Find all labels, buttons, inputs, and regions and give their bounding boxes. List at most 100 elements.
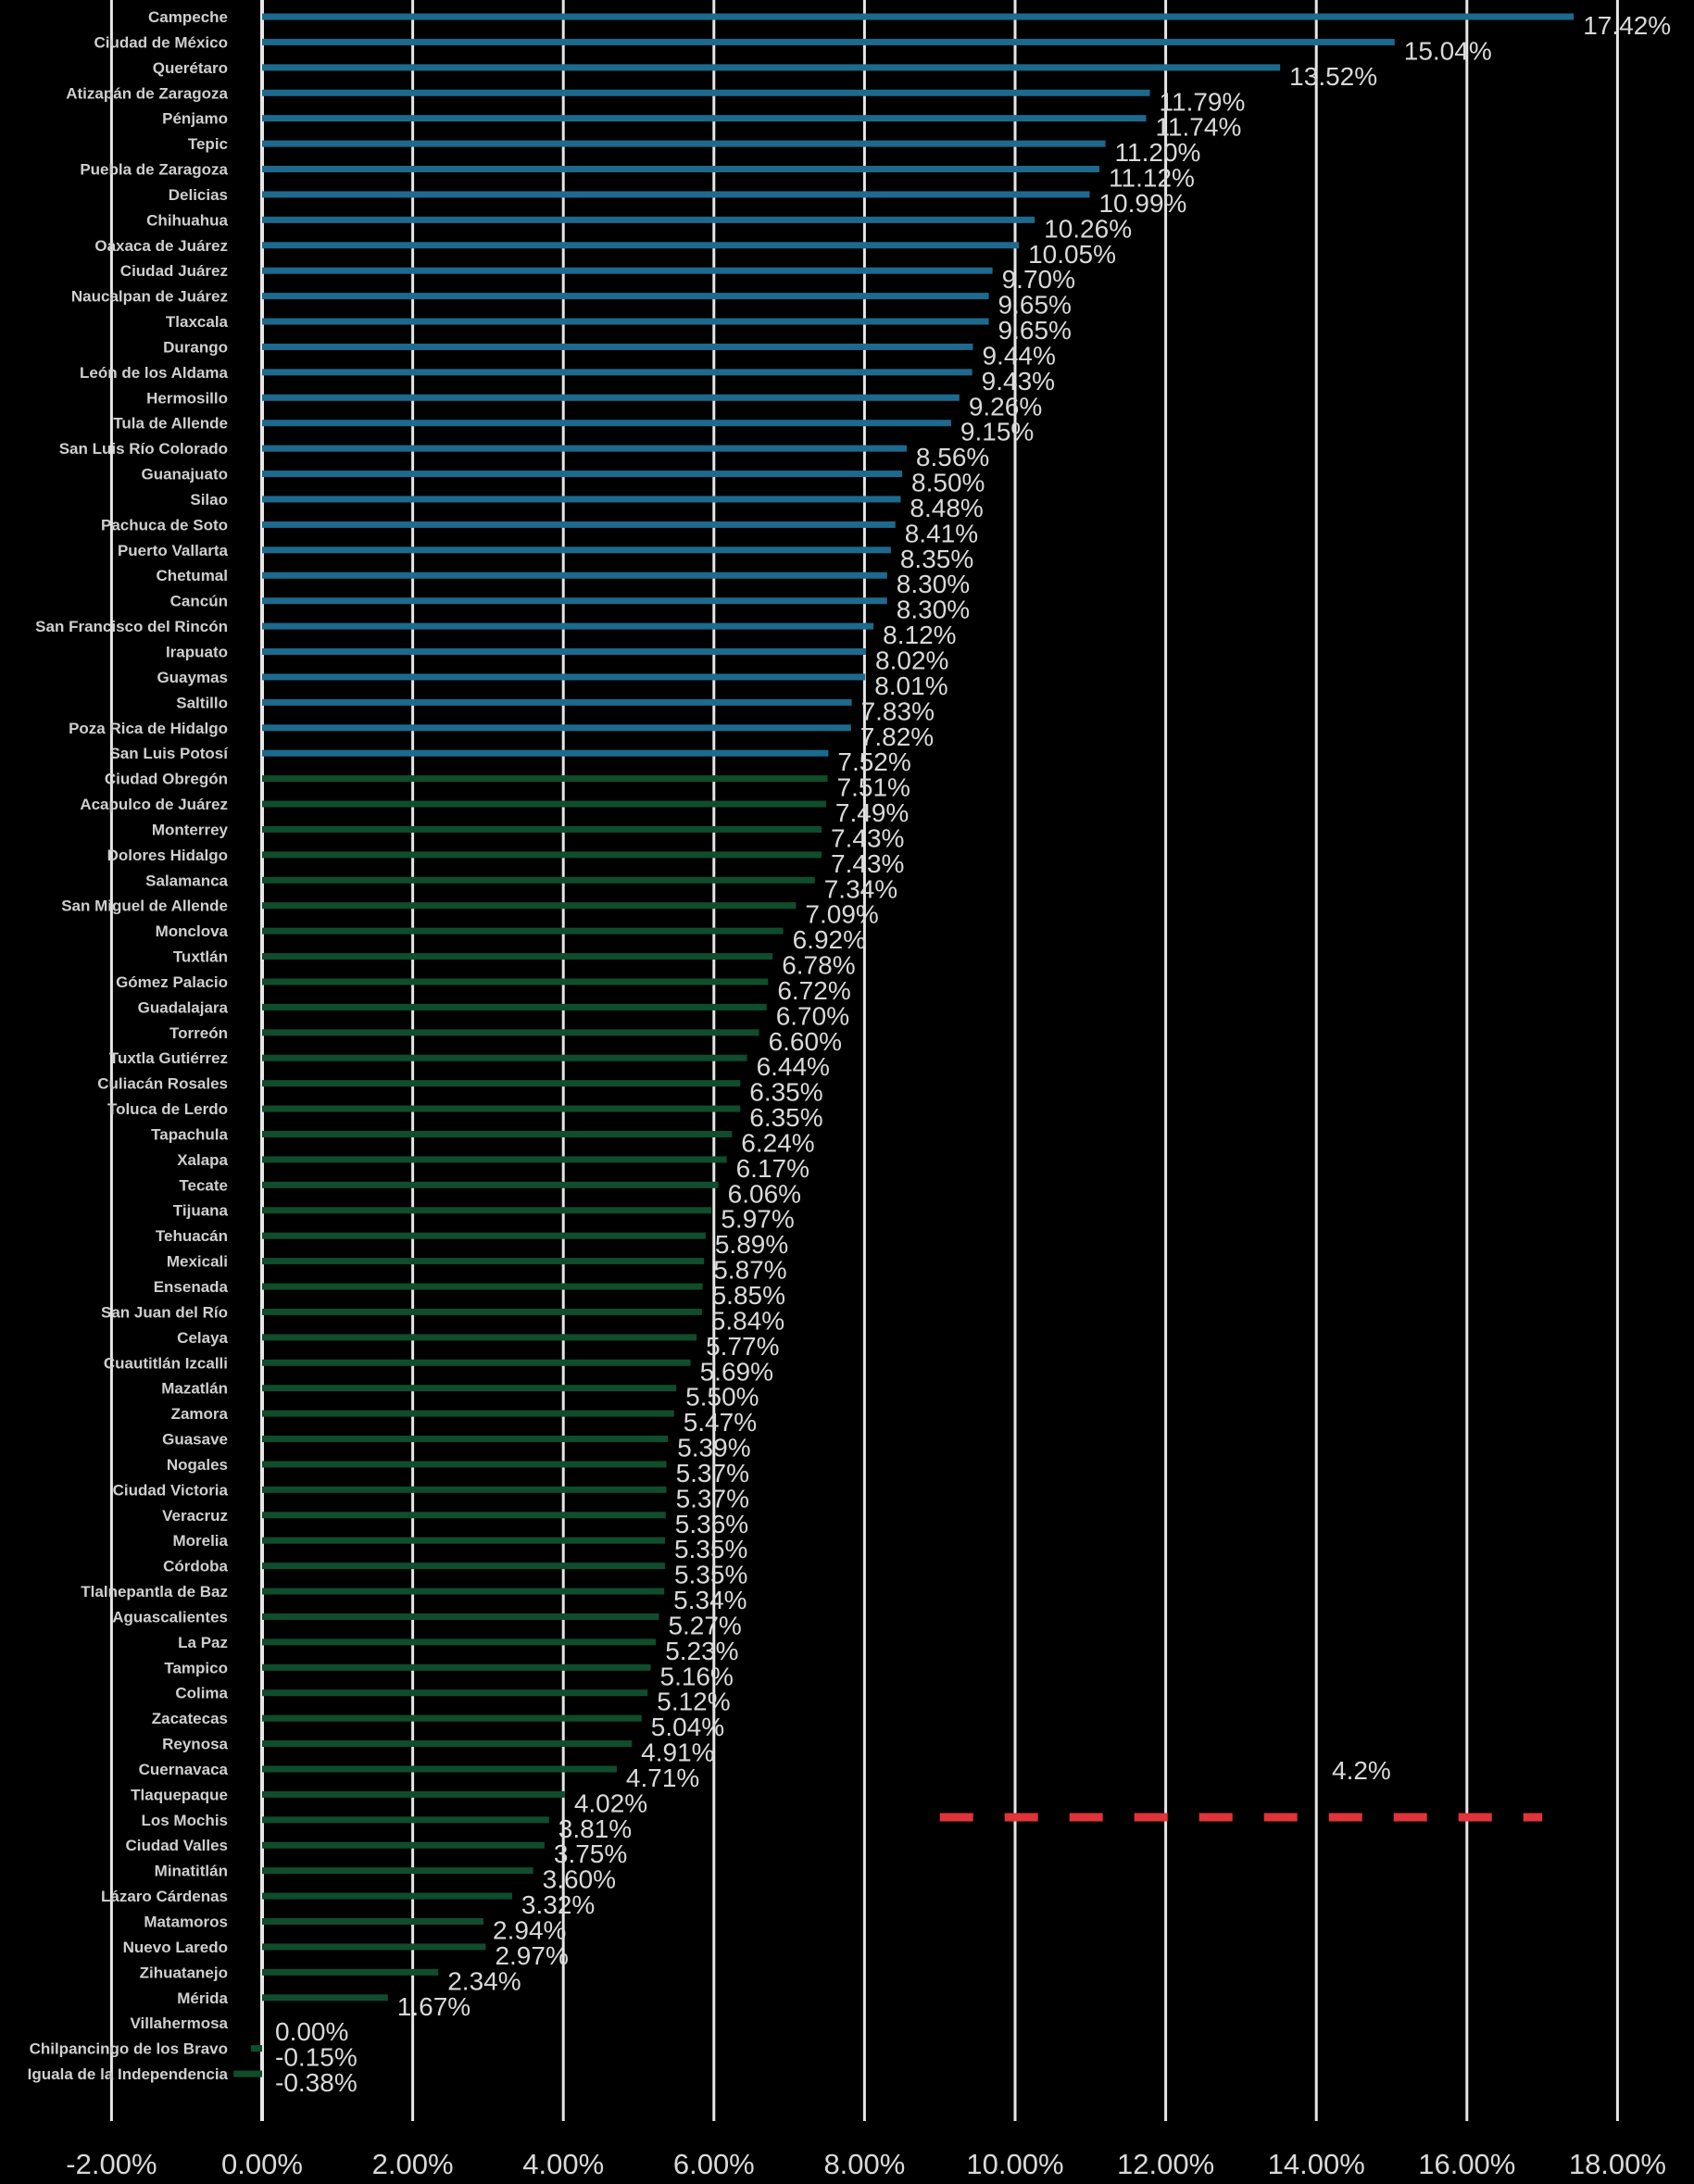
bar [262, 978, 769, 985]
bar [262, 64, 1281, 71]
category-label: Culiacán Rosales [97, 1075, 228, 1093]
category-label: Cuernavaca [139, 1761, 229, 1778]
bar [262, 89, 1150, 96]
value-label: 6.72% [777, 976, 850, 1005]
value-label: 6.92% [793, 925, 866, 954]
bar [262, 622, 874, 630]
category-label: San Juan del Río [101, 1303, 228, 1321]
category-label: Hermosillo [146, 389, 228, 407]
value-label: 5.23% [665, 1637, 738, 1665]
value-label: 6.35% [749, 1078, 822, 1107]
reference-line-group: 4.2% [939, 1756, 1543, 1822]
category-label: Córdoba [163, 1558, 228, 1575]
bar [262, 1638, 657, 1646]
value-label: 5.50% [685, 1383, 759, 1412]
category-label: Monclova [156, 923, 229, 940]
value-label: 5.87% [713, 1256, 786, 1285]
bar [262, 1994, 388, 2002]
value-label: 1.67% [397, 1992, 471, 2021]
value-label: 5.12% [657, 1688, 730, 1716]
category-label: Chetumal [157, 567, 228, 584]
category-label: Cancún [170, 593, 228, 610]
value-labels: 17.42% 15.04% 13.52% 11.79%11.74%11.20%11.1… [275, 11, 1671, 2097]
category-label: Campeche [148, 8, 228, 26]
value-label: 7.83% [861, 697, 935, 725]
bar [262, 1258, 705, 1265]
bar [262, 775, 828, 783]
category-label: Xalapa [177, 1151, 228, 1169]
bar [262, 597, 887, 605]
value-label: 9.44% [982, 341, 1055, 370]
category-label: Dolores Hidalgo [107, 847, 228, 864]
category-label: Iguala de la Independencia [28, 2065, 229, 2083]
value-label: 9.70% [1002, 265, 1075, 294]
bar [262, 191, 1090, 198]
bar [262, 749, 829, 757]
bar [262, 800, 826, 808]
x-tick-label: 8.00% [823, 2148, 905, 2180]
value-label: 10.05% [1028, 240, 1116, 269]
value-label: 11.20% [1115, 138, 1201, 167]
value-label: 5.34% [673, 1586, 747, 1614]
bar [262, 115, 1147, 122]
category-label: Celaya [177, 1329, 228, 1347]
category-label: Reynosa [162, 1736, 228, 1753]
category-label: Tlaquepaque [131, 1786, 228, 1803]
value-label: 5.37% [676, 1459, 749, 1487]
bar [262, 571, 887, 579]
category-label: Los Mochis [141, 1812, 228, 1829]
x-tick-label: 6.00% [673, 2148, 755, 2180]
category-label: Salamanca [145, 872, 228, 889]
value-label: 10.99% [1098, 189, 1186, 218]
bar [262, 724, 851, 732]
category-label: La Paz [178, 1634, 228, 1651]
x-tick-label: 0.00% [221, 2148, 303, 2180]
category-label: Puebla de Zaragoza [80, 161, 228, 179]
bar [262, 825, 822, 833]
value-label: 15.04% [1404, 36, 1492, 65]
value-label: 6.60% [769, 1027, 842, 1056]
category-label: Guanajuato [141, 466, 228, 483]
value-label: 8.30% [897, 570, 970, 598]
bar [262, 648, 867, 655]
value-label: 7.49% [835, 798, 909, 827]
value-label: 5.37% [676, 1484, 749, 1512]
category-label: Chihuahua [146, 211, 228, 229]
value-label: 3.75% [554, 1839, 627, 1868]
category-label: Zamora [171, 1405, 229, 1423]
value-label: 4.02% [574, 1789, 647, 1817]
category-label: Tapachula [151, 1125, 228, 1143]
bar [262, 1181, 719, 1188]
bar [262, 267, 993, 274]
category-label: Guaymas [157, 669, 228, 686]
value-label: 8.41% [905, 519, 978, 547]
bar [262, 1080, 741, 1087]
value-label: 7.43% [831, 823, 904, 852]
category-label: Gómez Palacio [116, 973, 228, 991]
value-label: 5.27% [668, 1611, 741, 1639]
bars [233, 13, 1575, 2077]
bar [262, 876, 815, 884]
bar [262, 242, 1020, 249]
reference-label: 4.2% [1332, 1756, 1391, 1785]
category-label: Nogales [167, 1456, 228, 1474]
bar [262, 1968, 439, 1976]
value-label: 8.50% [911, 469, 985, 497]
x-tick-label: 16.00% [1418, 2148, 1515, 2180]
category-label: Guasave [162, 1431, 228, 1449]
category-label: Tlalnepantla de Baz [81, 1583, 228, 1600]
value-label: 5.84% [711, 1306, 784, 1335]
x-tick-label: 18.00% [1569, 2148, 1666, 2180]
category-label: Monterrey [152, 821, 229, 838]
value-label: 9.26% [969, 392, 1042, 420]
value-label: 4.71% [626, 1764, 699, 1792]
bar [262, 318, 989, 325]
category-label: Minatitlán [155, 1863, 228, 1880]
x-tick-label: 4.00% [522, 2148, 604, 2180]
value-label: 5.97% [721, 1205, 794, 1234]
bar [262, 420, 951, 427]
bar [262, 1790, 565, 1798]
value-label: 3.60% [543, 1865, 616, 1894]
bar [262, 140, 1106, 147]
bar [262, 1512, 666, 1519]
